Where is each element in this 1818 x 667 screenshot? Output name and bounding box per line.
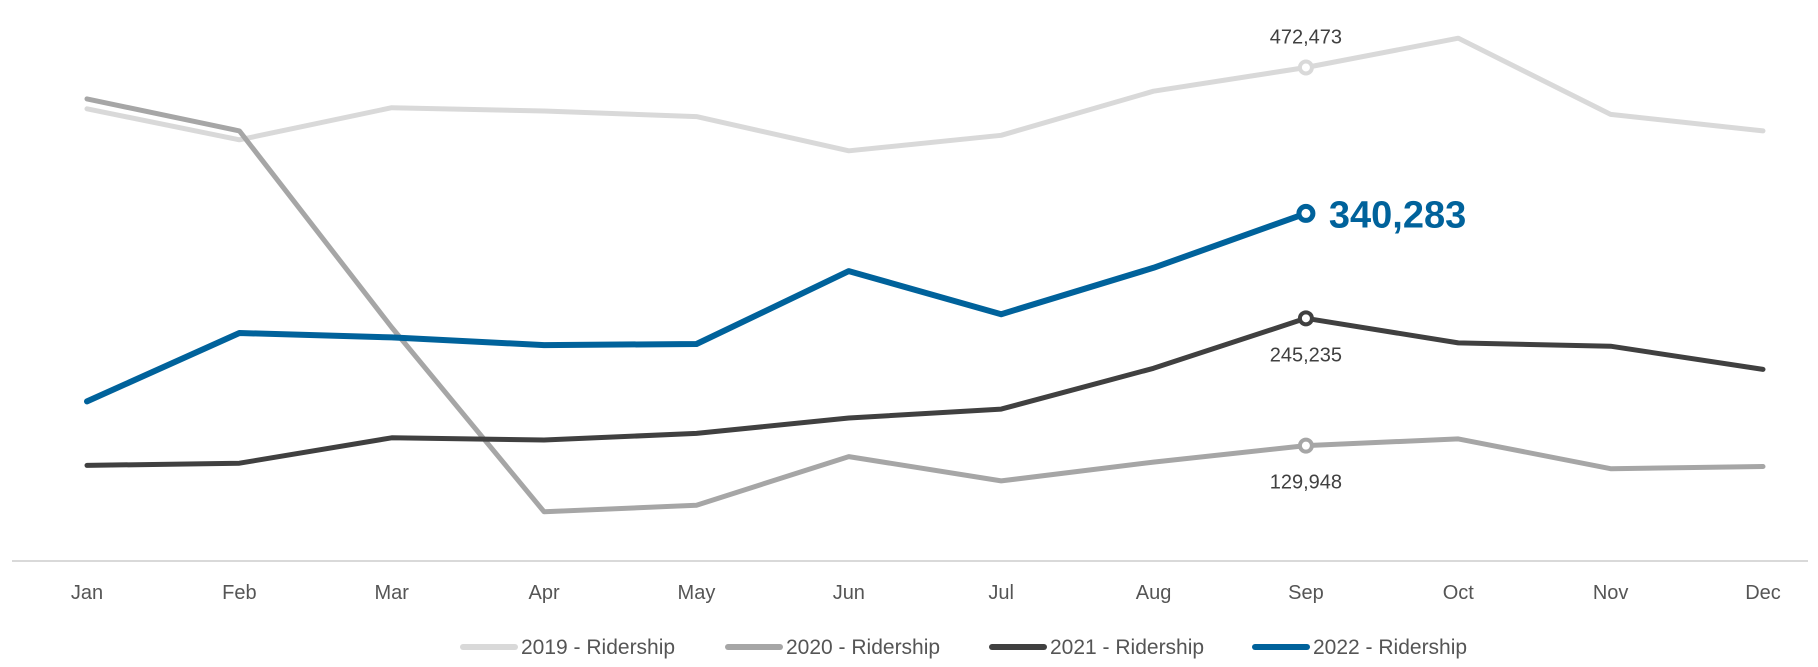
- x-tick-label: Jun: [833, 582, 865, 604]
- legend-label-2020: 2020 - Ridership: [786, 636, 940, 659]
- legend-label-2021: 2021 - Ridership: [1050, 636, 1204, 659]
- data-marker-2021: [1297, 310, 1314, 327]
- x-tick-label: Oct: [1443, 582, 1475, 604]
- annotation-layer: 472,473 129,948 245,235 340,283: [1270, 26, 1467, 493]
- series-line-2019: [84, 35, 1766, 154]
- series-line-2022: [84, 210, 1309, 405]
- x-tick-label: May: [678, 582, 716, 604]
- data-marker-2019: [1297, 59, 1314, 76]
- data-label-2021: 245,235: [1270, 344, 1342, 366]
- x-tick-label: Jan: [71, 582, 103, 604]
- data-marker-2020: [1297, 437, 1314, 454]
- x-tick-label: Nov: [1593, 582, 1629, 604]
- legend-label-2022: 2022 - Ridership: [1313, 636, 1467, 659]
- data-label-2020: 129,948: [1270, 472, 1342, 494]
- x-tick-label: Feb: [222, 582, 256, 604]
- legend: 2019 - Ridership 2020 - Ridership 2021 - R…: [460, 636, 1467, 659]
- legend-label-2019: 2019 - Ridership: [521, 636, 675, 659]
- x-tick-label: Dec: [1745, 582, 1781, 604]
- series-layer: [84, 35, 1766, 515]
- x-tick-label: Apr: [529, 582, 560, 604]
- x-tick-label: Aug: [1136, 582, 1172, 604]
- series-line-2020: [84, 96, 1766, 515]
- data-label-2022: 340,283: [1329, 194, 1466, 236]
- series-line-2021: [84, 315, 1766, 468]
- axis-layer: Jan Feb Mar Apr May Jun Jul Aug Sep Oct Nov Dec: [12, 560, 1808, 604]
- data-marker-2022: [1296, 203, 1316, 223]
- x-tick-label: Jul: [988, 582, 1014, 604]
- x-tick-label: Mar: [375, 582, 410, 604]
- data-label-2019: 472,473: [1270, 26, 1342, 48]
- x-tick-label: Sep: [1288, 582, 1324, 604]
